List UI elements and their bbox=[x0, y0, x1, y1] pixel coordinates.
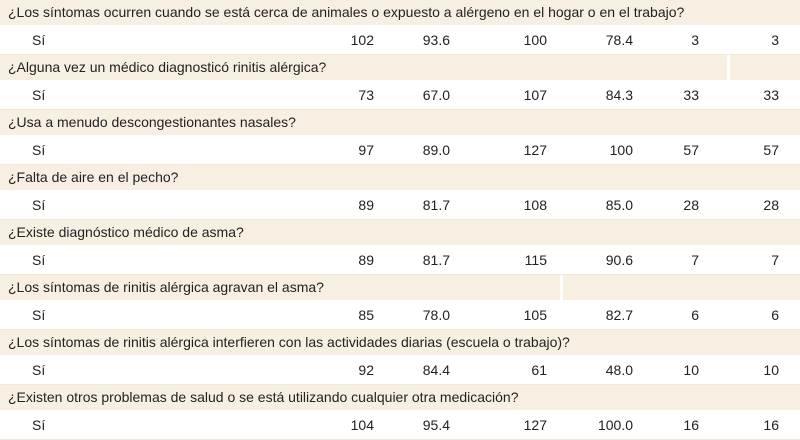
value-cell: 78.4 bbox=[605, 32, 633, 48]
value-cell: 127 bbox=[523, 142, 547, 158]
value-cell: 73 bbox=[358, 87, 374, 103]
answer-row: Sí 104 95.4 127 100.0 16 16 bbox=[0, 411, 800, 440]
value-cell: 104 bbox=[350, 417, 374, 433]
question-text: ¿Los síntomas ocurren cuando se está cer… bbox=[8, 4, 685, 20]
answer-row: Sí 85 78.0 105 82.7 6 6 bbox=[0, 301, 800, 330]
value-cell: 7 bbox=[771, 252, 779, 268]
question-text: ¿Falta de aire en el pecho? bbox=[8, 169, 179, 185]
value-cell: 10 bbox=[683, 362, 699, 378]
value-cell: 107 bbox=[523, 87, 547, 103]
value-cell: 16 bbox=[683, 417, 699, 433]
answer-label: Sí bbox=[32, 197, 46, 213]
question-row: ¿Existe diagnóstico médico de asma? bbox=[0, 220, 800, 246]
value-cell: 93.6 bbox=[422, 32, 450, 48]
value-cell: 81.7 bbox=[422, 252, 450, 268]
value-cell: 28 bbox=[763, 197, 779, 213]
value-cell: 57 bbox=[683, 142, 699, 158]
value-cell: 61 bbox=[531, 362, 547, 378]
value-cell: 16 bbox=[763, 417, 779, 433]
value-cell: 89 bbox=[358, 197, 374, 213]
question-text: ¿Usa a menudo descongestionantes nasales… bbox=[8, 114, 296, 130]
question-text: ¿Existe diagnóstico médico de asma? bbox=[8, 224, 244, 240]
value-cell: 78.0 bbox=[422, 307, 450, 323]
value-cell: 28 bbox=[683, 197, 699, 213]
question-row: ¿Los síntomas de rinitis alérgica agrava… bbox=[0, 275, 800, 301]
answer-row: Sí 89 81.7 108 85.0 28 28 bbox=[0, 191, 800, 220]
answer-row: Sí 97 89.0 127 100 57 57 bbox=[0, 136, 800, 165]
answer-row: Sí 89 81.7 115 90.6 7 7 bbox=[0, 246, 800, 275]
answer-label: Sí bbox=[32, 87, 46, 103]
value-cell: 89.0 bbox=[422, 142, 450, 158]
value-cell: 84.3 bbox=[605, 87, 633, 103]
value-cell: 100 bbox=[609, 142, 633, 158]
value-cell: 97 bbox=[358, 142, 374, 158]
value-cell: 3 bbox=[691, 32, 699, 48]
answer-row: Sí 73 67.0 107 84.3 33 33 bbox=[0, 81, 800, 110]
question-row: ¿Falta de aire en el pecho? bbox=[0, 165, 800, 191]
answer-label: Sí bbox=[32, 142, 46, 158]
value-cell: 67.0 bbox=[422, 87, 450, 103]
value-cell: 100 bbox=[523, 32, 547, 48]
question-row: ¿Usa a menudo descongestionantes nasales… bbox=[0, 110, 800, 136]
question-text: ¿Los síntomas de rinitis alérgica interf… bbox=[8, 334, 570, 350]
question-text: ¿Existen otros problemas de salud o se e… bbox=[8, 389, 519, 405]
value-cell: 33 bbox=[683, 87, 699, 103]
answer-label: Sí bbox=[32, 417, 46, 433]
value-cell: 10 bbox=[763, 362, 779, 378]
value-cell: 48.0 bbox=[605, 362, 633, 378]
question-text: ¿Los síntomas de rinitis alérgica agrava… bbox=[8, 279, 324, 295]
value-cell: 33 bbox=[763, 87, 779, 103]
answer-label: Sí bbox=[32, 362, 46, 378]
value-cell: 100.0 bbox=[597, 417, 633, 433]
value-cell: 57 bbox=[763, 142, 779, 158]
value-cell: 85.0 bbox=[605, 197, 633, 213]
value-cell: 115 bbox=[524, 252, 547, 268]
answer-label: Sí bbox=[32, 307, 46, 323]
answer-row: Sí 92 84.4 61 48.0 10 10 bbox=[0, 356, 800, 385]
question-text: ¿Alguna vez un médico diagnosticó riniti… bbox=[8, 59, 327, 75]
value-cell: 127 bbox=[523, 417, 547, 433]
value-cell: 7 bbox=[691, 252, 699, 268]
question-row: ¿Existen otros problemas de salud o se e… bbox=[0, 385, 800, 411]
question-row: ¿Los síntomas de rinitis alérgica interf… bbox=[0, 330, 800, 356]
value-cell: 95.4 bbox=[422, 417, 450, 433]
value-cell: 105 bbox=[523, 307, 547, 323]
value-cell: 90.6 bbox=[605, 252, 633, 268]
question-row: ¿Los síntomas ocurren cuando se está cer… bbox=[0, 0, 800, 26]
value-cell: 89 bbox=[358, 252, 374, 268]
value-cell: 84.4 bbox=[422, 362, 450, 378]
value-cell: 82.7 bbox=[605, 307, 633, 323]
question-row: ¿Alguna vez un médico diagnosticó riniti… bbox=[0, 55, 800, 81]
value-cell: 85 bbox=[358, 307, 374, 323]
value-cell: 92 bbox=[358, 362, 374, 378]
answer-label: Sí bbox=[32, 32, 46, 48]
answer-label: Sí bbox=[32, 252, 46, 268]
value-cell: 6 bbox=[691, 307, 699, 323]
answer-row: Sí 102 93.6 100 78.4 3 3 bbox=[0, 26, 800, 55]
value-cell: 108 bbox=[523, 197, 547, 213]
value-cell: 81.7 bbox=[422, 197, 450, 213]
value-cell: 102 bbox=[350, 32, 374, 48]
value-cell: 6 bbox=[771, 307, 779, 323]
value-cell: 3 bbox=[771, 32, 779, 48]
